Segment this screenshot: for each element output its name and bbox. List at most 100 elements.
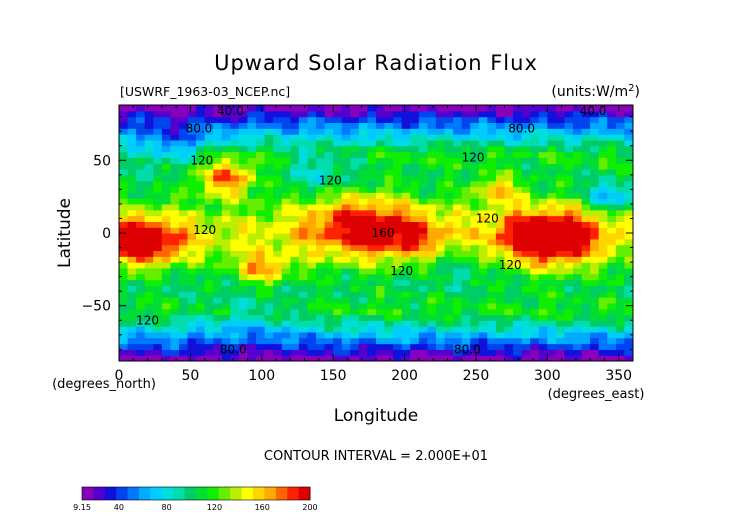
field-cell — [444, 198, 454, 205]
field-cell — [350, 169, 360, 176]
field-cell — [298, 308, 309, 316]
field-cell — [393, 157, 403, 164]
field-cell — [153, 186, 163, 193]
field-cell — [607, 163, 617, 170]
field-cell — [478, 314, 488, 321]
field-cell — [401, 163, 411, 170]
field-cell — [170, 203, 180, 211]
field-cell — [615, 267, 626, 275]
field-cell — [324, 302, 334, 310]
field-cell — [607, 238, 617, 246]
field-cell — [607, 297, 617, 304]
field-cell — [341, 302, 351, 310]
field-cell — [393, 122, 403, 129]
field-cell — [153, 355, 163, 361]
field-cell — [376, 163, 386, 170]
field-cell — [119, 262, 129, 269]
field-cell — [178, 174, 189, 182]
field-cell — [119, 256, 129, 263]
field-cell — [555, 157, 566, 164]
field-cell — [350, 250, 360, 257]
field-cell — [281, 355, 291, 361]
field-cell — [204, 320, 214, 327]
field-cell — [410, 262, 420, 269]
field-cell — [401, 122, 411, 129]
field-cell — [410, 134, 420, 141]
field-cell — [478, 337, 488, 345]
field-cell — [521, 355, 531, 361]
field-cell — [136, 273, 146, 281]
field-cell — [624, 320, 633, 327]
field-cell — [581, 139, 591, 147]
field-cell — [487, 302, 497, 310]
field-cell — [230, 151, 240, 158]
field-cell — [153, 308, 163, 316]
field-cell — [324, 128, 334, 135]
field-cell — [513, 180, 523, 188]
field-cell — [136, 151, 146, 158]
field-cell — [187, 320, 197, 327]
field-cell — [461, 302, 471, 310]
field-cell — [273, 337, 283, 345]
field-cell — [161, 145, 171, 153]
field-cell — [367, 262, 377, 269]
field-cell — [401, 355, 411, 361]
field-cell — [607, 320, 617, 327]
field-cell — [624, 105, 633, 112]
field-cell — [256, 326, 266, 333]
field-cell — [547, 227, 557, 234]
field-cell — [273, 163, 283, 170]
contour-label: 80.0 — [508, 121, 535, 135]
field-cell — [427, 238, 437, 246]
field-cell — [590, 337, 600, 345]
field-cell — [127, 163, 137, 170]
field-cell — [213, 349, 223, 356]
field-cell — [213, 308, 223, 316]
field-cell — [119, 355, 129, 361]
field-cell — [418, 256, 428, 263]
field-cell — [435, 203, 446, 211]
field-cell — [333, 343, 343, 350]
field-cell — [221, 326, 231, 333]
field-cell — [316, 355, 326, 361]
field-cell — [367, 139, 377, 147]
field-cell — [307, 314, 317, 321]
field-cell — [144, 209, 154, 217]
field-cell — [358, 221, 369, 228]
field-cell — [555, 355, 566, 361]
field-cell — [290, 267, 300, 275]
field-cell — [213, 262, 223, 269]
field-cell — [298, 279, 309, 286]
field-cell — [230, 314, 240, 321]
field-cell — [427, 302, 437, 310]
field-cell — [256, 285, 266, 292]
field-cell — [213, 157, 223, 164]
field-cell — [470, 157, 480, 164]
field-cell — [427, 174, 437, 182]
colorbar-tick-label: 200 — [302, 503, 317, 512]
field-cell — [581, 256, 591, 263]
field-cell — [170, 320, 180, 327]
field-cell — [333, 151, 343, 158]
field-cell — [316, 134, 326, 141]
field-cell — [178, 203, 189, 211]
field-cell — [453, 262, 463, 269]
field-cell — [341, 134, 351, 141]
field-cell — [470, 250, 480, 257]
field-cell — [547, 244, 557, 252]
field-cell — [521, 163, 531, 170]
field-cell — [615, 163, 626, 170]
field-cell — [213, 122, 223, 129]
field-cell — [333, 110, 343, 118]
field-cell — [170, 128, 180, 135]
field-cell — [581, 267, 591, 275]
field-cell — [204, 163, 214, 170]
field-cell — [136, 227, 146, 234]
field-cell — [573, 314, 583, 321]
field-cell — [367, 250, 377, 257]
field-cell — [607, 198, 617, 205]
field-cell — [204, 116, 214, 124]
field-cell — [281, 285, 291, 292]
contour-label: 120 — [190, 153, 213, 167]
field-cell — [478, 238, 488, 246]
